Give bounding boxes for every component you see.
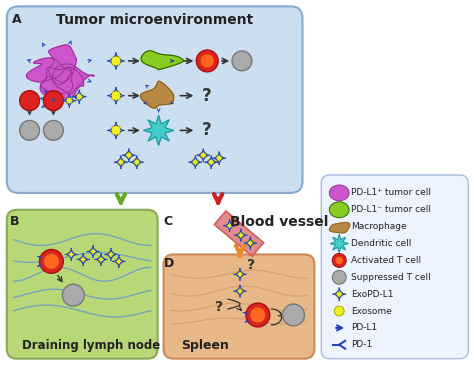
Text: Suppressed T cell: Suppressed T cell [351,273,431,282]
Circle shape [118,159,124,166]
Polygon shape [27,58,72,84]
Circle shape [80,256,86,262]
Circle shape [111,91,121,101]
FancyBboxPatch shape [164,254,314,359]
Text: ?: ? [202,87,212,105]
Polygon shape [330,235,348,253]
Circle shape [237,271,243,277]
Circle shape [227,223,233,229]
Polygon shape [329,223,350,233]
Ellipse shape [329,185,349,201]
Text: D: D [164,257,174,270]
Polygon shape [214,211,264,256]
Text: Activated T cell: Activated T cell [351,256,421,265]
Circle shape [232,51,252,71]
Circle shape [196,50,218,72]
Polygon shape [40,67,84,99]
Text: Macrophage: Macrophage [351,222,407,231]
Circle shape [19,91,39,111]
Circle shape [332,253,346,267]
Polygon shape [49,45,76,82]
Text: A: A [12,13,21,26]
Text: PD-L1⁻ tumor cell: PD-L1⁻ tumor cell [351,205,431,214]
Text: Draining lymph node: Draining lymph node [22,339,160,352]
Circle shape [76,93,83,100]
Polygon shape [40,67,73,95]
Circle shape [44,253,59,269]
Circle shape [98,256,104,262]
Circle shape [216,155,222,162]
Circle shape [116,258,122,265]
Text: Dendritic cell: Dendritic cell [351,239,411,248]
Circle shape [63,284,84,306]
Text: Tumor microenvironment: Tumor microenvironment [56,13,254,27]
Circle shape [68,251,74,258]
Circle shape [332,270,346,284]
Circle shape [44,120,64,140]
Text: Blood vessel: Blood vessel [230,215,328,229]
Text: C: C [164,215,173,228]
Polygon shape [140,81,173,108]
Polygon shape [141,51,184,70]
Circle shape [237,232,244,238]
Circle shape [200,152,207,158]
FancyBboxPatch shape [321,175,468,359]
Circle shape [19,120,39,140]
Circle shape [39,250,64,273]
Circle shape [250,307,266,323]
Circle shape [108,251,114,258]
Text: PD-L1⁺ tumor cell: PD-L1⁺ tumor cell [351,188,431,197]
Text: PD-L1: PD-L1 [351,323,377,333]
FancyBboxPatch shape [7,210,158,359]
Circle shape [334,306,344,316]
Circle shape [335,257,343,264]
Text: PD-1: PD-1 [351,340,373,349]
Circle shape [246,303,270,327]
Circle shape [283,304,304,326]
Circle shape [201,54,214,68]
Text: ?: ? [202,122,212,139]
FancyBboxPatch shape [7,6,302,193]
Ellipse shape [329,202,349,218]
Polygon shape [144,115,173,145]
Circle shape [111,56,121,66]
Circle shape [111,126,121,135]
Circle shape [192,159,199,166]
Circle shape [126,152,132,158]
Polygon shape [53,64,94,94]
Circle shape [44,91,64,111]
Circle shape [66,97,73,104]
Circle shape [247,240,254,246]
Circle shape [133,159,140,166]
Circle shape [237,288,243,294]
Text: Exosome: Exosome [351,307,392,315]
Circle shape [336,291,343,297]
Text: B: B [10,215,19,228]
Circle shape [208,159,215,166]
Text: ExoPD-L1: ExoPD-L1 [351,290,393,299]
Text: Spleen: Spleen [182,339,229,352]
Circle shape [90,248,96,255]
Text: ?: ? [247,258,255,272]
Text: ?: ? [215,300,223,314]
